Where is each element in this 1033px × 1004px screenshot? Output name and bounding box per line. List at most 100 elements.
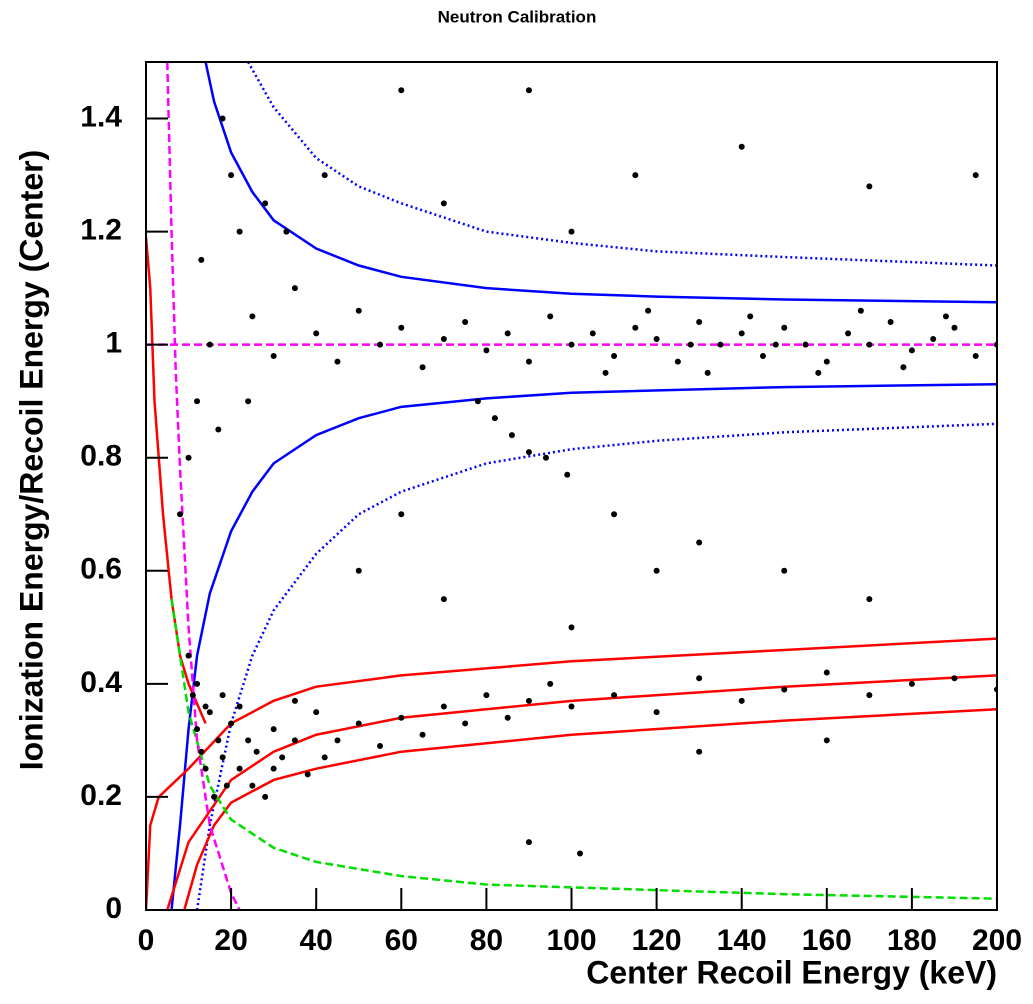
point — [474, 398, 481, 405]
point — [304, 771, 311, 778]
y-tick-label: 0.2 — [80, 779, 122, 812]
point — [717, 341, 724, 348]
point — [653, 336, 660, 343]
curve — [166, 674, 997, 910]
curve — [170, 382, 997, 910]
point — [440, 703, 447, 710]
point — [291, 285, 298, 292]
point — [398, 324, 405, 331]
point — [206, 341, 213, 348]
x-axis-label: Center Recoil Energy (keV) — [586, 954, 997, 990]
point — [249, 313, 256, 320]
chart-title: Neutron Calibration — [438, 7, 597, 26]
curve — [247, 62, 997, 267]
point — [887, 319, 894, 326]
x-tick-label: 60 — [385, 924, 418, 957]
point — [857, 307, 864, 314]
point — [313, 709, 320, 716]
point — [283, 228, 290, 235]
point — [245, 398, 252, 405]
x-tick-label: 100 — [546, 924, 596, 957]
point — [577, 850, 584, 857]
y-tick-label: 0 — [105, 892, 122, 925]
x-tick-label: 180 — [887, 924, 937, 957]
curve — [204, 62, 997, 304]
point — [759, 352, 766, 359]
point — [219, 115, 226, 122]
point — [525, 87, 532, 94]
point — [815, 369, 822, 376]
point — [177, 511, 184, 518]
point — [223, 782, 230, 789]
point — [547, 680, 554, 687]
point — [504, 330, 511, 337]
point — [270, 765, 277, 772]
point — [704, 369, 711, 376]
y-tick-label: 1 — [105, 327, 122, 360]
curve — [195, 422, 997, 910]
point — [194, 726, 201, 733]
point — [440, 336, 447, 343]
point — [781, 567, 788, 574]
y-tick-label: 0.8 — [80, 440, 122, 473]
point — [462, 720, 469, 727]
point — [802, 341, 809, 348]
curve — [166, 62, 241, 910]
point — [313, 330, 320, 337]
point — [194, 680, 201, 687]
point — [866, 341, 873, 348]
point — [653, 567, 660, 574]
point — [772, 341, 779, 348]
x-tick-label: 20 — [214, 924, 247, 957]
point — [185, 652, 192, 659]
point — [942, 313, 949, 320]
curve — [170, 598, 997, 900]
point — [202, 703, 209, 710]
point — [738, 697, 745, 704]
point — [419, 364, 426, 371]
point — [781, 686, 788, 693]
point — [321, 172, 328, 179]
point — [845, 330, 852, 337]
point — [377, 743, 384, 750]
point — [568, 341, 575, 348]
point — [696, 748, 703, 755]
curve — [146, 237, 207, 724]
point — [908, 680, 915, 687]
point — [525, 697, 532, 704]
point — [291, 697, 298, 704]
point — [334, 358, 341, 365]
point — [602, 369, 609, 376]
point — [355, 307, 362, 314]
point — [185, 454, 192, 461]
point — [589, 330, 596, 337]
point — [206, 709, 213, 716]
point — [653, 709, 660, 716]
x-tick-label: 200 — [972, 924, 1022, 957]
x-tick-label: 0 — [138, 924, 155, 957]
point — [419, 731, 426, 738]
point — [377, 341, 384, 348]
point — [611, 352, 618, 359]
point — [236, 228, 243, 235]
point — [228, 720, 235, 727]
point — [674, 358, 681, 365]
point — [279, 754, 286, 761]
point — [632, 324, 639, 331]
point — [202, 765, 209, 772]
point — [564, 471, 571, 478]
point — [568, 228, 575, 235]
point — [262, 793, 269, 800]
y-tick-label: 0.6 — [80, 553, 122, 586]
x-tick-label: 160 — [802, 924, 852, 957]
point — [228, 172, 235, 179]
point — [491, 415, 498, 422]
point — [189, 692, 196, 699]
point — [236, 703, 243, 710]
point — [249, 782, 256, 789]
point — [219, 754, 226, 761]
point — [547, 313, 554, 320]
point — [972, 172, 979, 179]
point — [951, 324, 958, 331]
